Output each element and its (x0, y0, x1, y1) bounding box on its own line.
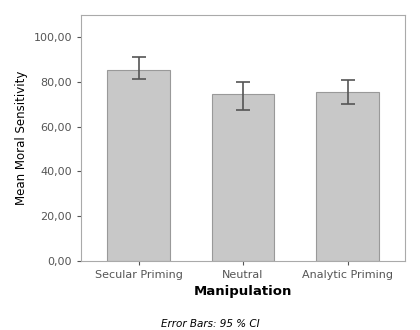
Text: Error Bars: 95 % CI: Error Bars: 95 % CI (161, 319, 259, 329)
Bar (212, 94, 274, 261)
Bar (316, 92, 379, 261)
Y-axis label: Mean Moral Sensitivity: Mean Moral Sensitivity (15, 71, 28, 205)
X-axis label: Manipulation: Manipulation (194, 285, 292, 299)
Bar (107, 70, 170, 261)
